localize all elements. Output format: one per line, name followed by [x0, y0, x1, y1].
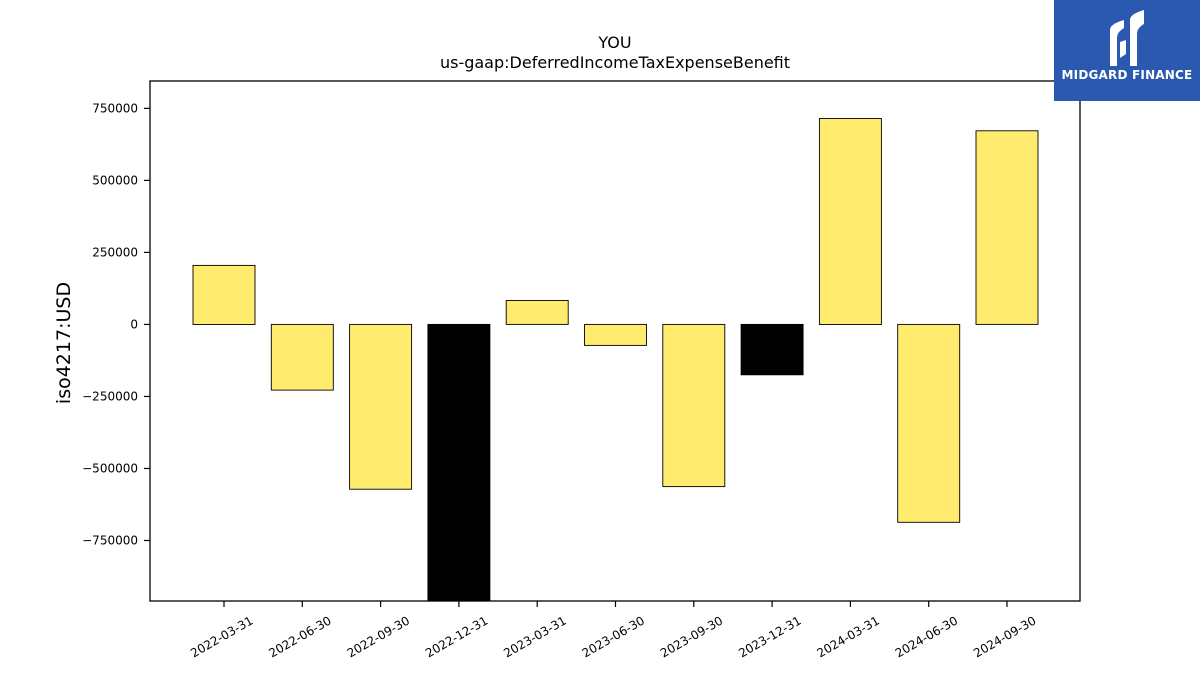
y-tick-label: −500000 — [82, 461, 138, 475]
plot-frame — [149, 80, 1081, 602]
bar-2022-12-31 — [427, 323, 491, 602]
bar-2022-09-30 — [349, 323, 413, 490]
x-tick-label: 2023-09-30 — [658, 613, 725, 660]
bar-2022-03-31 — [192, 264, 256, 325]
x-tick-label: 2022-12-31 — [423, 613, 490, 660]
bars-group — [192, 118, 1039, 602]
bar-2022-06-30 — [270, 323, 334, 391]
x-tick-label: 2022-09-30 — [345, 613, 412, 660]
x-tick-label: 2023-06-30 — [580, 613, 647, 660]
x-axis: 2022-03-31 2022-06-30 2022-09-30 2022-12-31… — [188, 601, 1039, 660]
bar-2023-12-31 — [740, 323, 804, 376]
midgard-logo-icon — [1110, 10, 1144, 66]
brand-name: MIDGARD FINANCE — [1061, 68, 1193, 82]
chart-subtitle: us-gaap:DeferredIncomeTaxExpenseBenefit — [440, 53, 790, 72]
x-tick-label: 2022-03-31 — [188, 613, 255, 660]
x-tick-label: 2024-03-31 — [814, 613, 881, 660]
bar-2024-09-30 — [975, 130, 1039, 325]
x-tick-label: 2024-09-30 — [971, 613, 1038, 660]
bar-2024-03-31 — [818, 118, 882, 325]
bar-2023-03-31 — [505, 300, 569, 325]
brand-logo: MIDGARD FINANCE — [1054, 0, 1200, 101]
y-axis-label: iso4217:USD — [53, 282, 75, 404]
x-tick-label: 2023-03-31 — [501, 613, 568, 660]
x-tick-label: 2023-12-31 — [736, 613, 803, 660]
x-tick-label: 2024-06-30 — [893, 613, 960, 660]
x-tick-label: 2022-06-30 — [266, 613, 333, 660]
chart-title: YOU — [597, 33, 631, 52]
y-tick-label: 250000 — [92, 245, 138, 259]
y-tick-label: 500000 — [92, 173, 138, 187]
bar-2023-09-30 — [662, 323, 726, 488]
y-tick-label: −250000 — [82, 389, 138, 403]
y-axis: 750000 500000 250000 0 −250000 −500000 −750000 — [82, 101, 150, 548]
y-tick-label: 0 — [130, 317, 138, 331]
y-tick-label: −750000 — [82, 534, 138, 548]
y-tick-label: 750000 — [92, 101, 138, 115]
bar-2023-06-30 — [584, 323, 647, 346]
bar-2024-06-30 — [897, 323, 961, 523]
